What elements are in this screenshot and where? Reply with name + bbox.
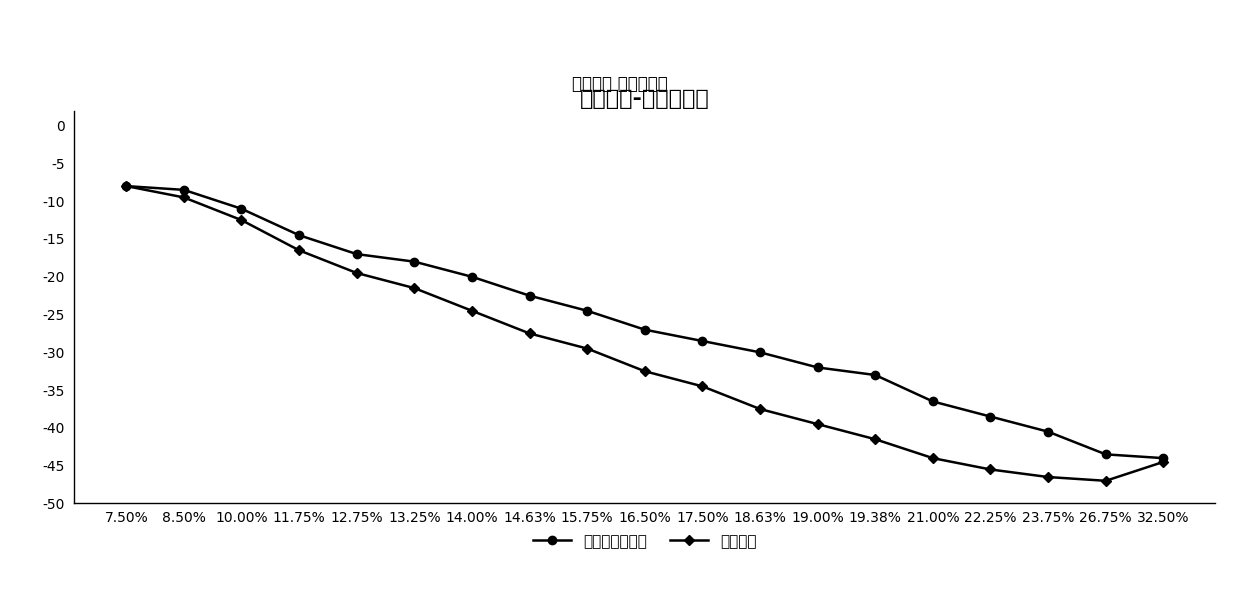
吹气温度设定值 [925, 398, 940, 405]
吹气温度设定值 [580, 307, 595, 314]
吹气温度设定值 [753, 349, 768, 356]
模块温度 [1156, 458, 1171, 465]
吹气温度设定值 [694, 337, 709, 344]
模块温度 [119, 182, 134, 190]
模块温度 [291, 247, 306, 254]
吹气温度设定值 [1156, 454, 1171, 462]
模块温度 [983, 466, 998, 473]
吹气温度设定值 [522, 292, 537, 300]
模块温度 [580, 345, 595, 352]
模块温度 [407, 284, 422, 292]
模块温度 [694, 383, 709, 390]
Text: 横坐标： 比例阀开度: 横坐标： 比例阀开度 [572, 75, 668, 93]
吹气温度设定值 [291, 231, 306, 239]
模块温度 [868, 435, 883, 443]
模块温度 [465, 307, 480, 314]
吹气温度设定值 [1040, 428, 1055, 435]
模块温度 [1099, 477, 1114, 484]
模块温度 [810, 421, 825, 428]
Legend: 吹气温度设定值, 模块温度: 吹气温度设定值, 模块温度 [527, 527, 763, 555]
模块温度 [753, 405, 768, 413]
吹气温度设定值 [810, 363, 825, 371]
吹气温度设定值 [1099, 451, 1114, 458]
吹气温度设定值 [983, 413, 998, 420]
模块温度 [1040, 473, 1055, 481]
吹气温度设定值 [465, 273, 480, 281]
模块温度 [234, 216, 249, 223]
模块温度 [176, 194, 191, 201]
Line: 模块温度: 模块温度 [123, 182, 1167, 484]
吹气温度设定值 [234, 205, 249, 212]
吹气温度设定值 [176, 186, 191, 193]
模块温度 [637, 368, 652, 375]
吹气温度设定值 [407, 258, 422, 265]
Line: 吹气温度设定值: 吹气温度设定值 [122, 182, 1168, 462]
吹气温度设定值 [868, 371, 883, 379]
吹气温度设定值 [350, 251, 365, 258]
吹气温度设定值 [637, 326, 652, 333]
模块温度 [925, 454, 940, 462]
模块温度 [350, 270, 365, 277]
模块温度 [522, 330, 537, 337]
吹气温度设定值 [119, 182, 134, 190]
Title: 降温曲线-无辅助吹气: 降温曲线-无辅助吹气 [580, 89, 709, 109]
